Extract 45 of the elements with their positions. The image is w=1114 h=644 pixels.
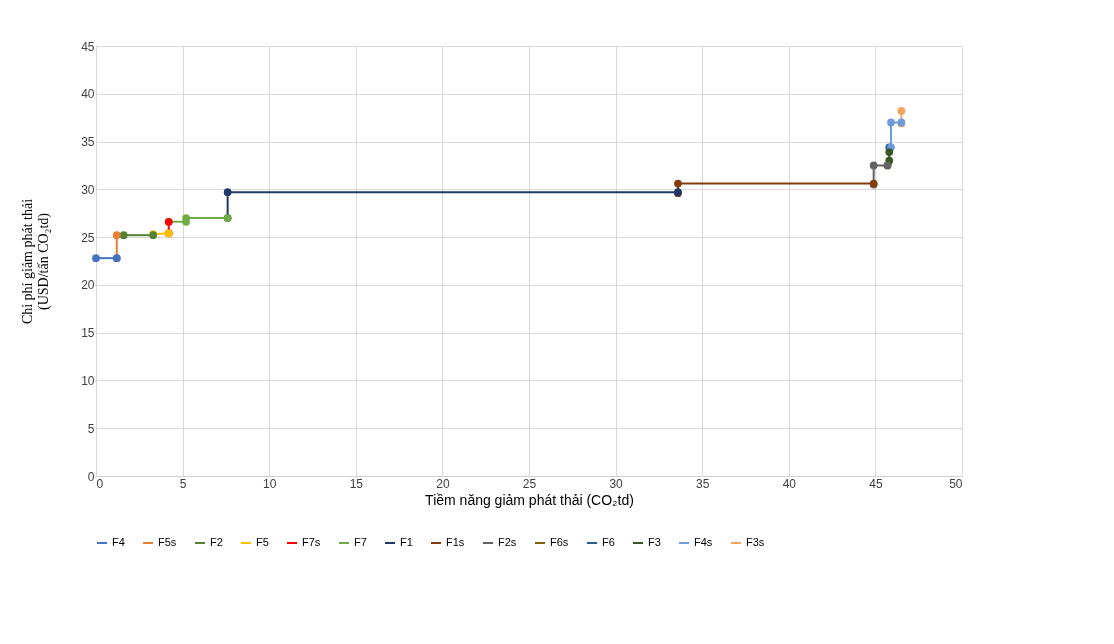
- legend-label: F4: [112, 536, 125, 548]
- point: [887, 118, 895, 127]
- legend-label: F6s: [550, 536, 569, 548]
- legend-label: F2s: [498, 536, 517, 548]
- legend-label: F1: [400, 536, 413, 548]
- y-tick-label: 35: [81, 135, 95, 150]
- legend-label: F6: [602, 536, 615, 548]
- legend-label: F7: [354, 536, 367, 548]
- point: [674, 179, 682, 188]
- point: [182, 214, 190, 222]
- legend-label: F7s: [302, 536, 321, 548]
- legend-label: F1s: [446, 536, 465, 548]
- legend-label: F3s: [746, 536, 765, 548]
- y-tick-label: 5: [87, 421, 95, 436]
- point: [92, 254, 100, 262]
- y-tick-label: 20: [81, 278, 95, 293]
- x-axis-title: Tiềm năng giảm phát thải (CO₂td): [425, 491, 634, 508]
- x-tick-label: 5: [179, 476, 187, 491]
- y-tick-label: 30: [81, 182, 95, 197]
- legend-label: F3: [648, 536, 661, 548]
- y-axis-title: Chi phí giảm phát thải (USD/tấn CO₂td): [20, 198, 53, 325]
- y-tick-label: 45: [81, 39, 95, 54]
- y-tick-label: 10: [81, 373, 95, 388]
- x-tick-label: 40: [782, 476, 797, 491]
- x-tick-label: 45: [869, 476, 883, 491]
- y-tick-label: 25: [81, 230, 95, 245]
- y-tick-label: 40: [81, 87, 95, 102]
- x-tick-label: 20: [436, 476, 450, 491]
- x-tick-label: 35: [696, 476, 710, 491]
- point: [119, 231, 128, 240]
- x-tick-label: 15: [349, 476, 364, 491]
- x-tick-label: 10: [263, 476, 277, 491]
- legend-label: F5s: [158, 536, 177, 548]
- x-tick-label: 30: [609, 476, 624, 491]
- point: [897, 107, 906, 115]
- legend-label: F2: [210, 536, 223, 548]
- point: [223, 188, 232, 197]
- point: [112, 231, 121, 240]
- point: [885, 148, 894, 156]
- y-tick-label: 15: [81, 326, 95, 341]
- x-tick-label: 50: [949, 476, 963, 491]
- x-tick-label: 25: [522, 476, 537, 491]
- legend-label: F4s: [694, 536, 713, 548]
- point: [869, 161, 878, 170]
- legend-label: F5: [256, 536, 269, 548]
